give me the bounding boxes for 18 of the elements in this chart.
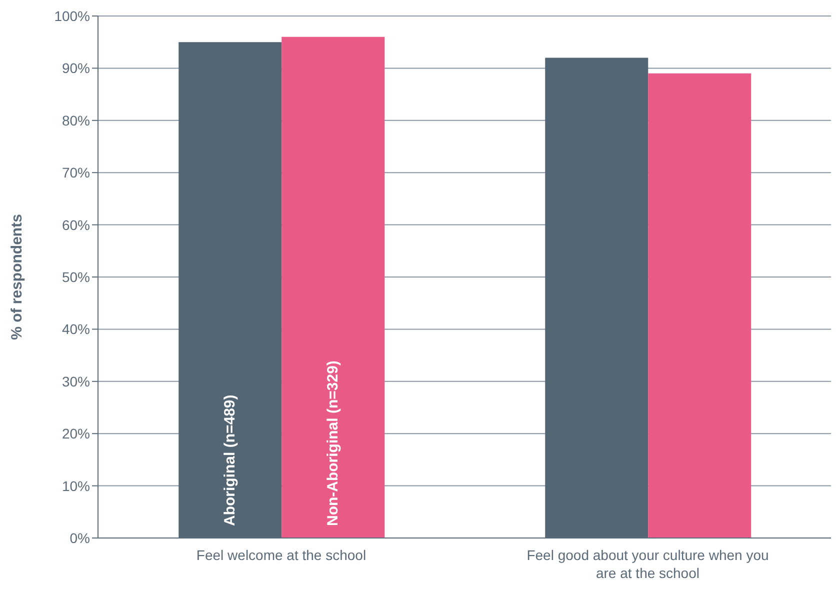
series-label: Non-Aboriginal (n=329) (324, 360, 342, 526)
x-tick-label: Feel good about your culture when you are at the school (526, 547, 769, 581)
y-tick-label: 100% (54, 8, 90, 24)
y-tick-label: 60% (62, 216, 90, 233)
y-tick-label: 10% (62, 478, 90, 494)
y-tick-label: 30% (62, 373, 90, 390)
y-tick-label: 40% (62, 321, 90, 338)
bar (648, 73, 752, 538)
x-tick-label: Feel welcome at the school (196, 547, 366, 563)
y-axis-title: % of respondents (8, 214, 26, 340)
y-tick-label: 80% (62, 112, 90, 128)
y-tick-label: 50% (62, 268, 90, 285)
y-tick-label: 90% (62, 60, 90, 76)
bar (282, 36, 385, 538)
y-tick-label: 70% (62, 164, 90, 181)
y-tick-label: 0% (70, 530, 90, 546)
series-label: Aboriginal (n=489) (222, 394, 239, 526)
y-tick-label: 20% (62, 426, 90, 442)
